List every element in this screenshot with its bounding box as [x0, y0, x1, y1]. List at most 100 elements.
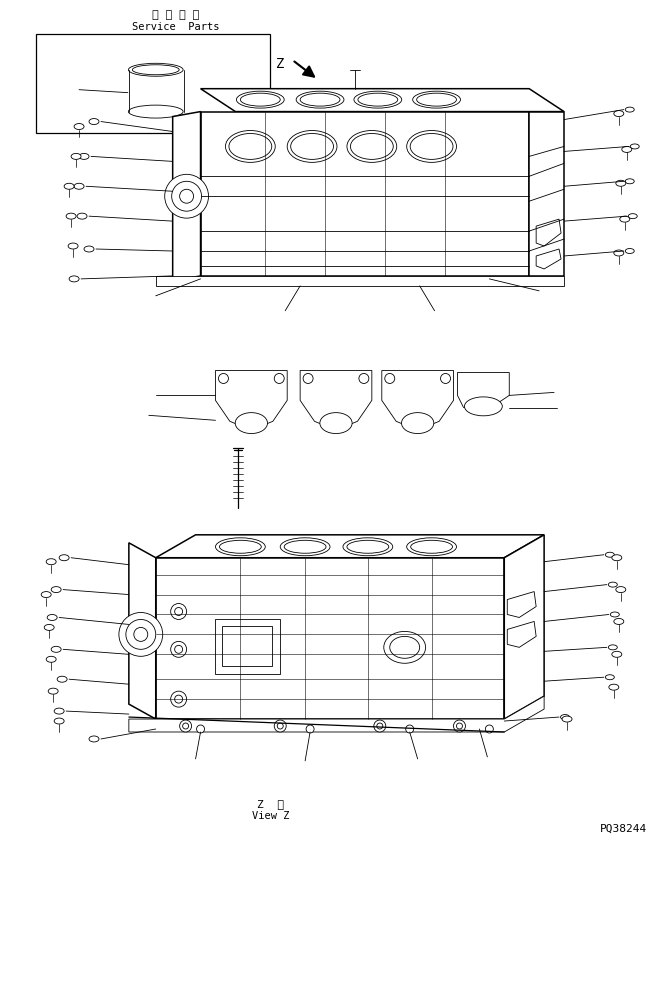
Ellipse shape	[612, 555, 622, 561]
Polygon shape	[129, 543, 155, 719]
Ellipse shape	[41, 591, 51, 598]
Ellipse shape	[44, 625, 54, 630]
Polygon shape	[155, 535, 544, 558]
Ellipse shape	[616, 181, 626, 187]
Ellipse shape	[225, 131, 275, 162]
Ellipse shape	[54, 718, 64, 724]
Ellipse shape	[625, 179, 634, 184]
Ellipse shape	[89, 736, 99, 742]
Ellipse shape	[614, 111, 624, 117]
Text: Service  Parts: Service Parts	[132, 22, 219, 32]
Circle shape	[165, 175, 209, 218]
Ellipse shape	[235, 412, 267, 433]
Circle shape	[171, 641, 187, 657]
Text: 補 給 専 用: 補 給 専 用	[152, 10, 199, 20]
Ellipse shape	[128, 105, 183, 118]
Ellipse shape	[57, 677, 67, 682]
Ellipse shape	[625, 248, 634, 253]
Ellipse shape	[71, 153, 81, 159]
Ellipse shape	[48, 688, 58, 694]
Ellipse shape	[46, 656, 56, 662]
Bar	[223, 627, 272, 666]
Polygon shape	[155, 276, 564, 286]
Ellipse shape	[413, 91, 460, 108]
Ellipse shape	[74, 184, 84, 190]
Ellipse shape	[47, 615, 57, 621]
Ellipse shape	[609, 684, 619, 690]
Polygon shape	[215, 370, 287, 430]
Circle shape	[486, 725, 494, 733]
Ellipse shape	[612, 651, 622, 657]
Ellipse shape	[562, 716, 572, 722]
Circle shape	[197, 725, 205, 733]
Polygon shape	[300, 370, 372, 430]
Text: PQ38244: PQ38244	[600, 824, 647, 834]
Polygon shape	[173, 112, 201, 281]
Ellipse shape	[280, 538, 330, 556]
Ellipse shape	[610, 612, 619, 617]
Text: Z  視: Z 視	[257, 798, 283, 809]
Polygon shape	[529, 112, 564, 276]
Ellipse shape	[614, 619, 624, 625]
Text: View Z: View Z	[251, 811, 289, 821]
Bar	[215, 620, 280, 675]
Ellipse shape	[236, 91, 284, 108]
Polygon shape	[155, 558, 504, 719]
Ellipse shape	[51, 586, 61, 592]
Ellipse shape	[407, 538, 456, 556]
Ellipse shape	[354, 91, 402, 108]
Ellipse shape	[59, 555, 69, 561]
Circle shape	[171, 604, 187, 620]
Ellipse shape	[606, 675, 614, 680]
Polygon shape	[201, 112, 529, 276]
Ellipse shape	[616, 586, 626, 592]
Ellipse shape	[66, 213, 76, 219]
Ellipse shape	[287, 131, 337, 162]
Ellipse shape	[630, 144, 639, 149]
Ellipse shape	[560, 715, 570, 720]
Ellipse shape	[79, 153, 89, 159]
Polygon shape	[536, 219, 561, 246]
Ellipse shape	[343, 538, 393, 556]
Ellipse shape	[347, 131, 397, 162]
Ellipse shape	[606, 552, 614, 557]
Ellipse shape	[215, 538, 265, 556]
Ellipse shape	[620, 216, 630, 222]
Circle shape	[171, 691, 187, 707]
Ellipse shape	[625, 107, 634, 112]
Text: Z: Z	[276, 57, 284, 71]
Polygon shape	[201, 88, 564, 112]
Circle shape	[374, 720, 386, 732]
Polygon shape	[536, 249, 561, 269]
Ellipse shape	[74, 124, 84, 130]
Ellipse shape	[54, 708, 64, 714]
Ellipse shape	[464, 397, 502, 415]
Ellipse shape	[320, 412, 352, 433]
Bar	[36, 34, 270, 134]
Ellipse shape	[84, 246, 94, 252]
Ellipse shape	[89, 119, 99, 125]
Ellipse shape	[296, 91, 344, 108]
Ellipse shape	[68, 243, 78, 249]
Circle shape	[454, 720, 466, 732]
Ellipse shape	[628, 214, 637, 219]
Polygon shape	[508, 591, 536, 618]
Circle shape	[274, 720, 286, 732]
Ellipse shape	[402, 412, 434, 433]
Ellipse shape	[384, 631, 426, 663]
Ellipse shape	[46, 559, 56, 565]
Ellipse shape	[622, 146, 632, 152]
Polygon shape	[504, 535, 544, 719]
Circle shape	[119, 613, 163, 656]
Ellipse shape	[64, 184, 74, 190]
Ellipse shape	[614, 250, 624, 256]
Polygon shape	[458, 372, 510, 410]
Ellipse shape	[407, 131, 456, 162]
Polygon shape	[129, 696, 544, 732]
Ellipse shape	[69, 276, 79, 282]
Ellipse shape	[608, 582, 618, 587]
Ellipse shape	[608, 645, 618, 650]
Circle shape	[306, 725, 314, 733]
Polygon shape	[382, 370, 454, 430]
Polygon shape	[508, 622, 536, 647]
